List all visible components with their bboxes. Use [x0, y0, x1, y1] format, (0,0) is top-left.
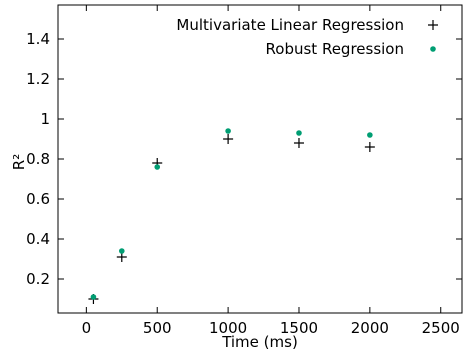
- legend-label: Robust Regression: [266, 40, 404, 58]
- y-tick-label: 0.6: [26, 190, 50, 208]
- legend-marker: [430, 46, 436, 52]
- x-tick-label: 2500: [422, 319, 460, 337]
- data-point: [223, 134, 234, 144]
- x-tick-label: 1500: [280, 319, 318, 337]
- x-tick-label: 500: [143, 319, 172, 337]
- y-tick-label: 0.2: [26, 270, 50, 288]
- legend-label: Multivariate Linear Regression: [176, 16, 404, 34]
- y-tick-label: 1: [40, 110, 50, 128]
- data-point: [118, 248, 125, 254]
- y-tick-label: 0.8: [26, 150, 50, 168]
- y-axis-ticks: 0.2 0.4 0.6 0.8 1 1.2 1.4: [26, 30, 462, 288]
- data-point: [225, 128, 231, 134]
- data-point: [90, 294, 97, 300]
- legend: Multivariate Linear Regression Robust Reg…: [176, 16, 438, 58]
- x-tick-label: 1000: [209, 319, 247, 337]
- series-dot: [90, 128, 373, 300]
- x-axis-ticks: 0 500 1000 1500 2000 2500: [82, 5, 460, 337]
- y-tick-label: 1.4: [26, 30, 50, 48]
- x-tick-label: 0: [82, 319, 92, 337]
- y-axis-label: R²: [10, 154, 28, 170]
- legend-marker: [428, 20, 438, 30]
- y-tick-label: 1.2: [26, 70, 50, 88]
- data-point: [364, 142, 375, 152]
- series-plus: [88, 134, 375, 304]
- x-axis-label: Time (ms): [221, 333, 298, 351]
- data-point: [296, 130, 302, 136]
- x-tick-label: 2000: [351, 319, 389, 337]
- series-layer: [88, 128, 375, 304]
- data-point: [367, 132, 373, 138]
- data-point: [154, 164, 161, 170]
- y-tick-label: 0.4: [26, 230, 50, 248]
- data-point: [293, 138, 304, 148]
